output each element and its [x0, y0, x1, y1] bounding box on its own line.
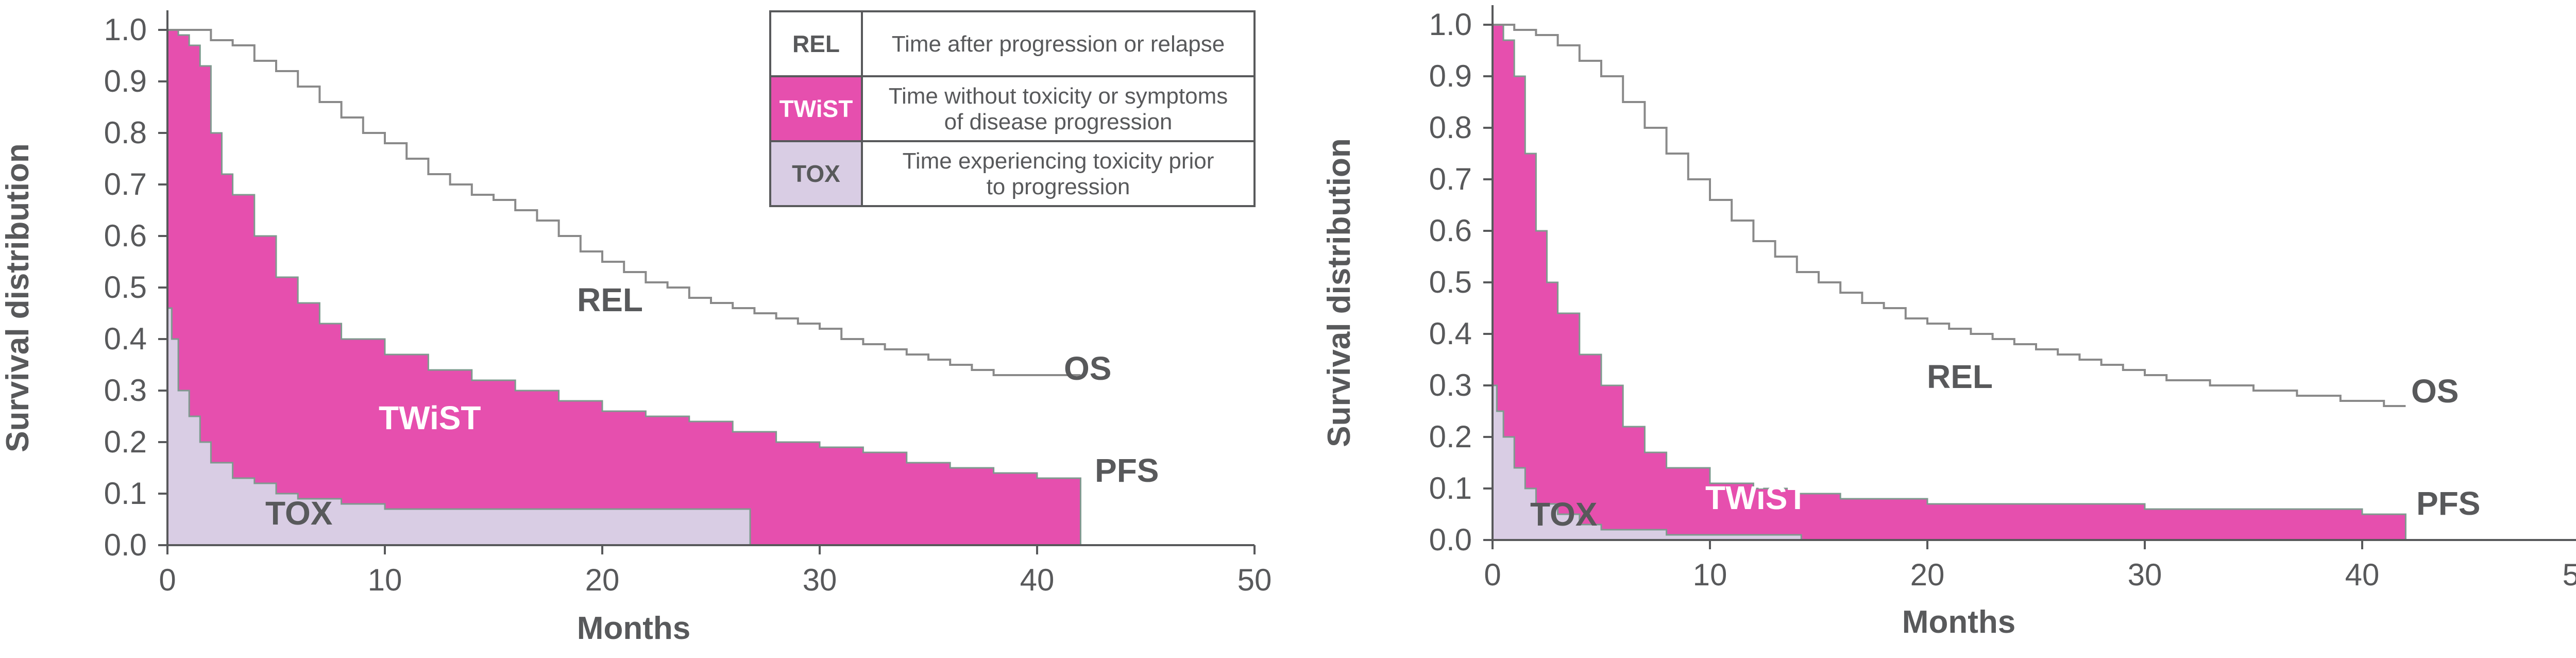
x-tick-label: 10	[368, 563, 402, 597]
os-curve	[1493, 24, 2406, 407]
twist-region-label: TWiST	[1705, 479, 1808, 516]
y-tick-label: 0.7	[1429, 162, 1472, 196]
legend-desc-cell	[861, 75, 1256, 142]
y-tick-label: 0.5	[104, 270, 147, 305]
y-tick-label: 1.0	[1429, 7, 1472, 42]
tox-region-label: TOX	[265, 495, 333, 532]
legend-desc-text: Time experiencing toxicity prior	[903, 148, 1214, 174]
legend-code-tox: TOX	[792, 160, 840, 187]
chart-panel-left: 0.0 0.1 0.2 0.3 0.4 0.5 0.6 0.7 0.8 0.9 1.0 0 10 20 30…	[0, 10, 1272, 646]
y-tick-label: 0.8	[1429, 110, 1472, 145]
y-axis-title: Survival distribution	[1321, 138, 1357, 447]
legend-desc-text: of disease progression	[944, 109, 1173, 134]
tox-area	[1492, 384, 1802, 541]
legend-desc-cell	[861, 10, 1256, 77]
y-tick-label: 0.3	[104, 373, 147, 408]
x-axis-title: Months	[577, 611, 690, 646]
legend-code-cell	[769, 140, 863, 207]
x-tick-label: 30	[803, 563, 837, 597]
x-tick-label: 40	[2345, 558, 2380, 592]
legend-code-cell	[769, 75, 863, 142]
x-tick-label: 20	[585, 563, 620, 597]
x-tick-label: 30	[2128, 558, 2162, 592]
os-curve-label: OS	[1064, 350, 1111, 387]
y-tick-label: 0.9	[104, 64, 147, 98]
y-tick-label: 0.6	[1429, 213, 1472, 248]
twist-region-label: TWiST	[379, 399, 481, 436]
os-curve-label: OS	[2411, 373, 2459, 410]
chart-panel-right: 0.0 0.1 0.2 0.3 0.4 0.5 0.6 0.7 0.8 0.9 1.0 0 10 20 30…	[1321, 5, 2576, 640]
y-tick-label: 0.3	[1429, 368, 1472, 402]
y-tick-label: 0.1	[1429, 471, 1472, 505]
y-tick-label: 0.8	[104, 115, 147, 150]
y-tick-label: 0.4	[104, 322, 147, 356]
os-curve	[167, 29, 1081, 376]
pfs-curve-label: PFS	[1095, 452, 1159, 489]
tox-area	[166, 307, 751, 546]
y-tick-label: 0.9	[1429, 59, 1472, 93]
legend-desc-text: Time after progression or relapse	[892, 31, 1225, 57]
x-tick-label: 0	[159, 563, 176, 597]
legend-desc-text: to progression	[987, 174, 1130, 199]
legend: REL Time after progression or relapse TWiS…	[769, 10, 1256, 207]
y-tick-label: 0.6	[104, 218, 147, 253]
y-tick-label: 0.2	[104, 425, 147, 459]
y-tick-label: 0.2	[1429, 419, 1472, 454]
y-tick-label: 0.7	[104, 167, 147, 201]
x-tick-label: 50	[2563, 558, 2576, 592]
y-tick-label: 0.0	[104, 528, 147, 562]
y-axis-title: Survival distribution	[0, 143, 36, 452]
y-tick-label: 1.0	[104, 12, 147, 47]
tox-region-label: TOX	[1530, 496, 1598, 533]
y-tick-label: 0.5	[1429, 265, 1472, 299]
legend-code-rel: REL	[792, 30, 840, 57]
y-tick-label: 0.0	[1429, 522, 1472, 557]
legend-code-twist: TWiST	[779, 95, 853, 122]
pfs-area-twist	[1492, 24, 2406, 541]
x-tick-label: 50	[1238, 563, 1272, 597]
x-tick-label: 40	[1020, 563, 1055, 597]
rel-region-label: REL	[1927, 358, 1993, 395]
y-tick-label: 0.4	[1429, 316, 1472, 351]
pfs-curve-label: PFS	[2416, 485, 2480, 522]
pfs-area-twist	[166, 29, 1081, 546]
x-tick-label: 10	[1693, 558, 1727, 592]
x-tick-label: 0	[1484, 558, 1501, 592]
x-tick-label: 20	[1910, 558, 1945, 592]
y-tick-label: 0.1	[104, 476, 147, 511]
legend-desc-text: Time without toxicity or symptoms	[889, 83, 1228, 109]
legend-desc-cell	[861, 140, 1256, 207]
rel-region-label: REL	[577, 281, 643, 318]
x-axis-title: Months	[1902, 604, 2015, 640]
